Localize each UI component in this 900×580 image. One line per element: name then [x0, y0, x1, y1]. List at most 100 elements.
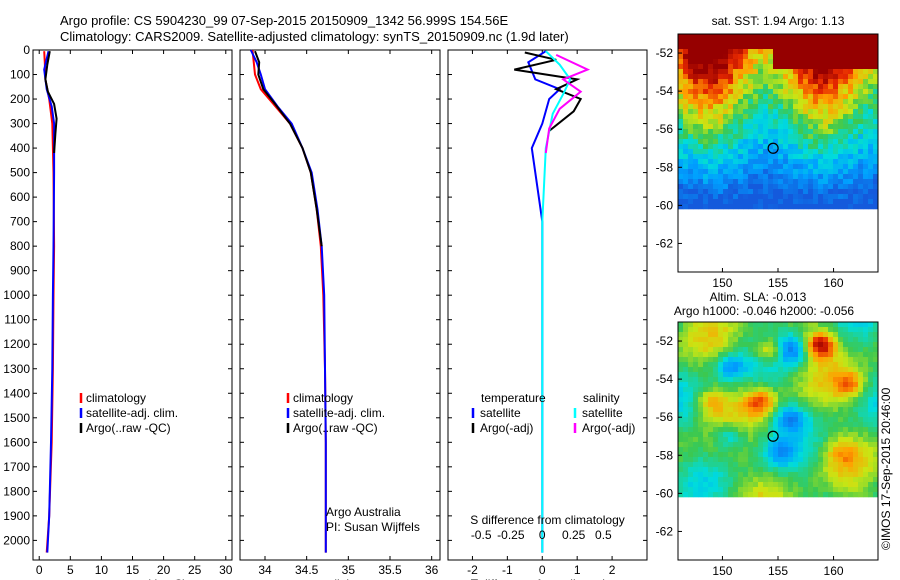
depth-tick-label: 1900 [3, 509, 30, 523]
sst-map-cell [868, 174, 874, 180]
sst-map-cell [718, 114, 724, 120]
sst-map-cell [748, 49, 754, 55]
sla-map-cell [798, 427, 804, 433]
sla-map-cell [753, 367, 759, 373]
sla-map-cell [763, 477, 769, 483]
temperature-x-tick-label: 0 [36, 563, 43, 577]
sst-map-cell [698, 169, 704, 175]
sst-map-cell [763, 99, 769, 105]
sst-map-cell [868, 64, 874, 70]
sst-map-cell [683, 189, 689, 195]
sla-map-cell [868, 432, 874, 438]
sla-map-cell [773, 402, 779, 408]
sla-map-cell [833, 482, 839, 488]
sst-map-cell [848, 99, 854, 105]
sst-map-cell [863, 174, 869, 180]
sla-map-cell [698, 367, 704, 373]
sst-map-cell [793, 54, 799, 60]
sla-map-cell [838, 467, 844, 473]
sst-map-cell [678, 44, 684, 50]
sst-map-cell [738, 74, 744, 80]
sla-map-cell [703, 357, 709, 363]
sst-map-cell [813, 149, 819, 155]
salinity-x-tick-label: 35 [342, 563, 356, 577]
sst-map-cell [703, 94, 709, 100]
sla-map-cell [853, 462, 859, 468]
sla-map-cell [828, 462, 834, 468]
sst-map-cell [743, 144, 749, 150]
sst-map-cell [833, 119, 839, 125]
sla-map-cell [718, 457, 724, 463]
sst-map-cell [828, 44, 834, 50]
sla-map-cell [733, 382, 739, 388]
sst-map-cell [808, 114, 814, 120]
sst-map-cell [853, 164, 859, 170]
sla-map-cell [713, 437, 719, 443]
sla-map-cell [798, 392, 804, 398]
sst-map-cell [818, 149, 824, 155]
sst-map-cell [788, 164, 794, 170]
sst-map-cell [693, 129, 699, 135]
sla-map-cell [803, 442, 809, 448]
sst-map-cell [843, 159, 849, 165]
sla-map-cell [708, 442, 714, 448]
sla-map-cell [738, 452, 744, 458]
sst-map-cell [828, 109, 834, 115]
sst-map-cell [813, 89, 819, 95]
sst-map-cell [793, 129, 799, 135]
sst-map-cell [743, 94, 749, 100]
sst-map-cell [733, 39, 739, 45]
sla-map-cell [823, 482, 829, 488]
sla-map-cell [833, 462, 839, 468]
sla-map-cell [808, 377, 814, 383]
sla-map-cell [783, 332, 789, 338]
sla-map-cell [768, 332, 774, 338]
sst-map-cell [863, 44, 869, 50]
sla-map-cell [688, 442, 694, 448]
sla-map-cell [728, 367, 734, 373]
sla-map-cell [723, 347, 729, 353]
sla-map-cell [723, 427, 729, 433]
sst-map-cell [873, 119, 879, 125]
sst-map-cell [708, 114, 714, 120]
sst-map-cell [828, 154, 834, 160]
sla-map-cell [788, 377, 794, 383]
sst-map-cell [723, 84, 729, 90]
sst-map-cell [743, 199, 749, 205]
sla-map-cell [803, 337, 809, 343]
sst-map-cell [788, 129, 794, 135]
sla-map-cell [798, 447, 804, 453]
sst-map-cell [798, 59, 804, 65]
sla-map-cell [838, 452, 844, 458]
sst-map-cell [768, 119, 774, 125]
sst-map-cell [768, 144, 774, 150]
sla-map-cell [868, 412, 874, 418]
sla-map-cell [783, 337, 789, 343]
sst-map-cell [758, 134, 764, 140]
sla-map-cell [748, 407, 754, 413]
sst-map-cell [678, 114, 684, 120]
sst-map-cell [703, 134, 709, 140]
sla-map-cell [838, 357, 844, 363]
sst-map-cell [798, 79, 804, 85]
sst-map-y-tick-label: -60 [656, 198, 674, 212]
sla-map-cell [708, 367, 714, 373]
sst-map-cell [833, 94, 839, 100]
sla-map-cell [843, 442, 849, 448]
sst-map-cell [798, 189, 804, 195]
sla-map-cell [813, 432, 819, 438]
sla-map-cell [833, 342, 839, 348]
sla-map-cell [838, 387, 844, 393]
sla-map-cell [778, 487, 784, 493]
sst-map-cell [693, 84, 699, 90]
sla-map-cell [698, 362, 704, 368]
sst-map-cell [688, 114, 694, 120]
sst-map-cell [728, 179, 734, 185]
sst-map-cell [868, 69, 874, 75]
sst-map-cell [798, 94, 804, 100]
sla-map-cell [848, 397, 854, 403]
sst-map-cell [838, 134, 844, 140]
sla-map-cell [688, 482, 694, 488]
sst-map-cell [718, 189, 724, 195]
sst-map-cell [833, 64, 839, 70]
